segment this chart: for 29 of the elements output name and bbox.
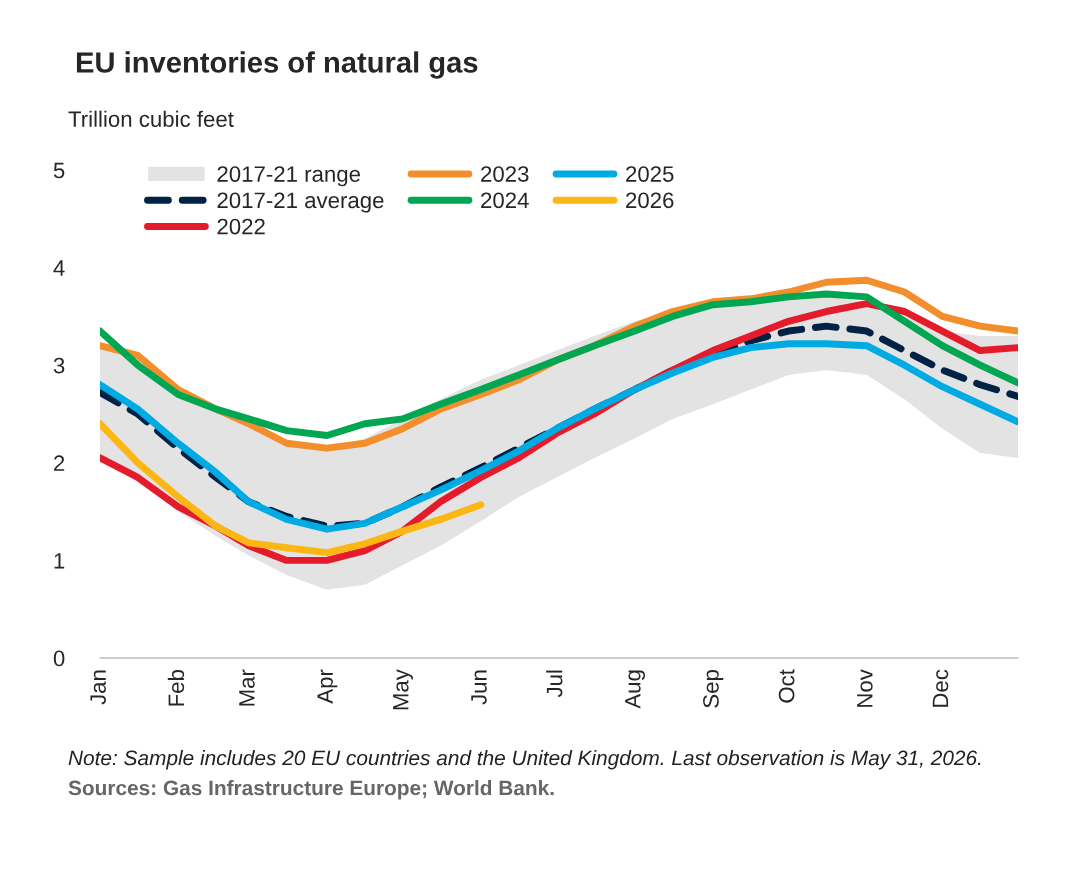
legend-label: 2017-21 average — [217, 192, 384, 213]
x-tick-label: Nov — [857, 669, 873, 707]
legend-label: 2025 — [626, 166, 674, 182]
legend-label: 2023 — [481, 166, 529, 182]
y-tick-label: 4 — [53, 260, 65, 276]
x-tick-label: Dec — [932, 669, 949, 707]
x-tick-label: Jun — [471, 670, 487, 705]
x-tick-label: Sep — [703, 670, 724, 708]
y-tick-label: 5 — [53, 162, 65, 179]
x-tick-label: Jan — [90, 670, 106, 705]
y-axis-title: Trillion cubic feet — [68, 110, 234, 127]
y-tick-label: 3 — [53, 357, 65, 374]
text: Note: Sample includes 20 EU countries and the United Kingdom. Last observation is May 31, 2026. — [68, 750, 981, 770]
legend-label: 2017-21 range — [217, 166, 361, 187]
x-tick-label: May — [393, 669, 413, 710]
x-tick-label: Apr — [317, 669, 338, 704]
x-tick-label: Mar — [239, 669, 255, 706]
legend-label: 2024 — [481, 192, 529, 209]
x-tick-label: Feb — [167, 670, 185, 706]
legend-label: 2026 — [626, 192, 674, 209]
source-note: Sources: Gas Infrastructure Europe; World Bank. — [68, 780, 554, 800]
x-tick-label: Jul — [546, 670, 563, 698]
x-tick-label: Aug — [625, 670, 646, 709]
legend-label: 2022 — [217, 218, 265, 235]
y-tick-label: 1 — [54, 553, 65, 569]
y-tick-label: 0 — [53, 650, 65, 667]
y-tick-label: 2 — [54, 455, 65, 471]
x-tick-label: Oct — [778, 669, 795, 703]
chart-title: EU inventories of natural gas — [76, 51, 478, 79]
